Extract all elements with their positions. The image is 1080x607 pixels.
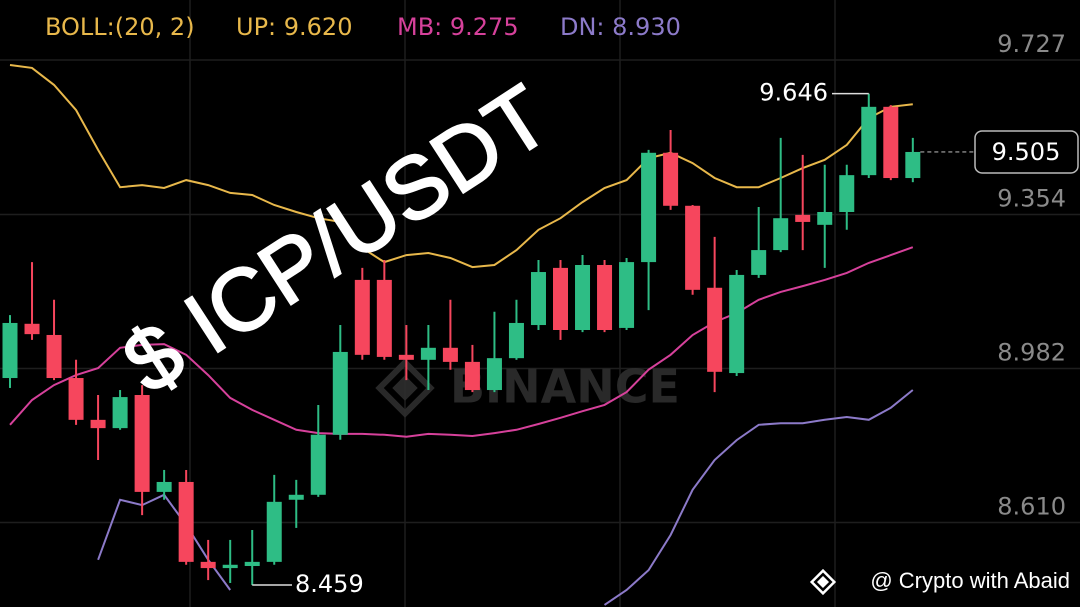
candle-body [464, 361, 480, 391]
candle-body [420, 347, 436, 360]
candle-body [310, 434, 326, 495]
candle-body [200, 561, 216, 569]
candle-body [773, 218, 789, 251]
low-label: 8.459 [295, 570, 364, 598]
candle-body [222, 564, 238, 569]
plot: 9.646 8.459 9.505 [2, 64, 1079, 606]
candle-body [508, 322, 524, 359]
watermark-logo [375, 358, 435, 418]
last-price-box [974, 130, 1079, 174]
legend-entry: UP: 9.620 [236, 13, 352, 41]
last-price-label: 9.505 [992, 138, 1061, 166]
watermark: BINANCE [450, 360, 680, 414]
candle-body [619, 262, 635, 328]
band-line [603, 389, 914, 606]
band-line [9, 246, 914, 438]
legend: UP: 9.620 MB: 9.275 DN: 8.930 [236, 13, 681, 41]
candle-body [332, 351, 348, 435]
candle-body [24, 323, 40, 335]
grid: 9.727 9.354 8.982 8.610 [0, 30, 1080, 524]
candle-body [486, 358, 502, 391]
legend-entry: DN: 8.930 [560, 13, 681, 41]
candle-body [90, 419, 106, 429]
candle-body [707, 287, 723, 372]
band-line [9, 64, 913, 269]
candle-body [156, 481, 172, 492]
y-tick-label: 8.610 [997, 493, 1066, 521]
candle-body [178, 481, 194, 562]
candle-body [530, 272, 546, 326]
credit: @ Crypto with Abaid [870, 568, 1070, 593]
indicator-label: BOLL:(20, 2) [45, 13, 195, 41]
candle-body [817, 211, 833, 225]
credit-group: @ Crypto with Abaid [809, 568, 1070, 596]
candle-body [575, 264, 591, 330]
candle-body [46, 334, 62, 379]
candle-body [398, 354, 414, 360]
y-tick-label: 8.982 [997, 339, 1066, 367]
candle-body [288, 494, 304, 500]
candle-body [597, 264, 613, 330]
high-label: 9.646 [759, 79, 828, 107]
y-tick-label: 9.727 [997, 30, 1066, 58]
candle-body [134, 395, 150, 492]
candle-body [685, 205, 701, 290]
candle-body [112, 397, 128, 429]
candle-body [729, 274, 745, 374]
candle-body [266, 501, 282, 562]
candle-body [354, 279, 370, 355]
candle-body [2, 322, 18, 379]
candle-body [376, 279, 392, 357]
credit-logo [809, 568, 837, 596]
candle-body [795, 214, 811, 222]
candle-body [861, 106, 877, 176]
candle-body [751, 250, 767, 275]
candle-body [905, 151, 921, 179]
candle-body [442, 347, 458, 362]
candle-body [641, 152, 657, 263]
y-tick-label: 9.354 [997, 184, 1066, 212]
candle-body [68, 378, 84, 420]
candle-body [553, 267, 568, 330]
legend-entry: MB: 9.275 [397, 13, 519, 41]
candle-body [883, 106, 899, 179]
candle-body [244, 561, 260, 567]
candle-body [839, 175, 855, 212]
candle-body [663, 152, 679, 206]
